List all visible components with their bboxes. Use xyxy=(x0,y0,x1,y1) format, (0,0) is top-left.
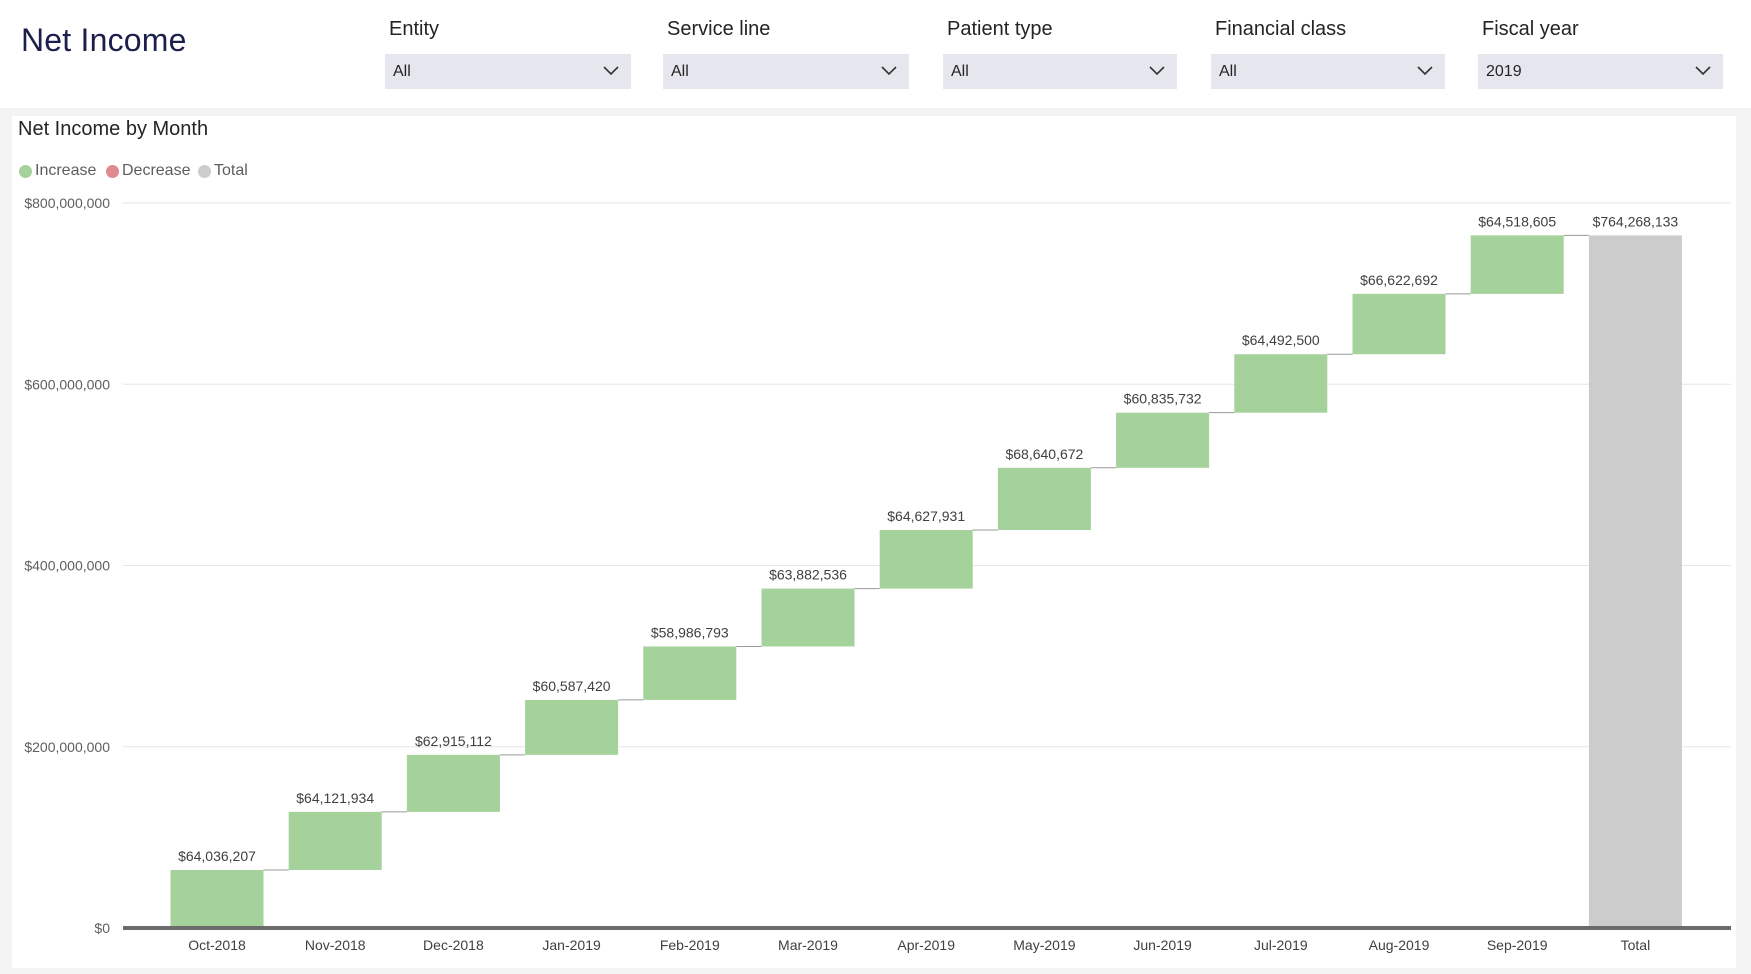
service-line-dropdown[interactable]: All xyxy=(663,54,909,89)
x-tick-label: Jan-2019 xyxy=(542,937,601,953)
y-tick-label: $800,000,000 xyxy=(24,195,110,211)
patient-type-dropdown-value: All xyxy=(951,63,969,80)
fiscal-year-dropdown[interactable]: 2019 xyxy=(1478,54,1723,89)
x-tick-label: Oct-2018 xyxy=(188,937,246,953)
chevron-down-icon xyxy=(1149,66,1165,76)
legend-label-total: Total xyxy=(214,162,248,179)
chevron-down-icon xyxy=(881,66,897,76)
legend-marker-decrease xyxy=(106,165,119,178)
page-title: Net Income xyxy=(21,22,187,58)
data-label: $60,587,420 xyxy=(533,678,611,694)
chart-title: Net Income by Month xyxy=(18,118,209,140)
filter-label-entity: Entity xyxy=(389,18,440,40)
waterfall-bar-sep-2019 xyxy=(1470,235,1564,294)
financial-class-dropdown-value: All xyxy=(1219,63,1237,80)
waterfall-bar-total xyxy=(1588,235,1682,928)
waterfall-bar-apr-2019 xyxy=(879,530,973,589)
y-tick-label: $400,000,000 xyxy=(24,558,110,574)
data-label: $64,036,207 xyxy=(178,848,256,864)
chevron-down-icon xyxy=(1695,66,1711,76)
entity-dropdown-value: All xyxy=(393,63,411,80)
legend-marker-total xyxy=(198,165,211,178)
x-tick-label: Dec-2018 xyxy=(423,937,484,953)
x-tick-label: Feb-2019 xyxy=(660,937,720,953)
service-line-dropdown-value: All xyxy=(671,63,689,80)
data-label: $64,627,931 xyxy=(887,508,965,524)
data-label: $64,518,605 xyxy=(1478,213,1556,229)
waterfall-bar-nov-2018 xyxy=(288,811,382,870)
filter-label-service-line: Service line xyxy=(667,18,771,40)
waterfall-bar-jan-2019 xyxy=(525,699,619,755)
data-label: $64,492,500 xyxy=(1242,332,1320,348)
data-label: $66,622,692 xyxy=(1360,272,1438,288)
legend-label-decrease: Decrease xyxy=(122,162,191,179)
x-tick-label: Mar-2019 xyxy=(778,937,838,953)
data-label: $764,268,133 xyxy=(1593,213,1679,229)
data-label: $58,986,793 xyxy=(651,624,729,640)
header-bar: Net Income Entity All Service line All P… xyxy=(0,0,1751,108)
legend-label-increase: Increase xyxy=(35,162,97,179)
x-tick-label: May-2019 xyxy=(1013,937,1075,953)
filter-label-fiscal-year: Fiscal year xyxy=(1482,18,1579,40)
entity-dropdown[interactable]: All xyxy=(385,54,631,89)
chevron-down-icon xyxy=(1417,66,1433,76)
x-tick-label: Jul-2019 xyxy=(1254,937,1308,953)
waterfall-bar-aug-2019 xyxy=(1352,293,1446,355)
y-tick-label: $0 xyxy=(94,920,110,936)
y-tick-label: $600,000,000 xyxy=(24,376,110,392)
waterfall-bar-feb-2019 xyxy=(643,646,737,700)
x-tick-label: Apr-2019 xyxy=(897,937,955,953)
chevron-down-icon xyxy=(603,66,619,76)
waterfall-bar-oct-2018 xyxy=(170,869,264,928)
data-label: $62,915,112 xyxy=(415,733,492,749)
data-label: $68,640,672 xyxy=(1005,446,1083,462)
y-tick-label: $200,000,000 xyxy=(24,739,110,755)
x-tick-label: Jun-2019 xyxy=(1133,937,1192,953)
filter-label-patient-type: Patient type xyxy=(947,18,1053,40)
waterfall-bar-dec-2018 xyxy=(406,754,500,812)
waterfall-bar-jun-2019 xyxy=(1116,412,1210,468)
data-label: $64,121,934 xyxy=(296,790,374,806)
patient-type-dropdown[interactable]: All xyxy=(943,54,1177,89)
data-label: $63,882,536 xyxy=(769,567,847,583)
waterfall-bar-jul-2019 xyxy=(1234,354,1328,413)
financial-class-dropdown[interactable]: All xyxy=(1211,54,1445,89)
legend-marker-increase xyxy=(19,165,32,178)
x-tick-label: Nov-2018 xyxy=(305,937,366,953)
fiscal-year-dropdown-value: 2019 xyxy=(1486,63,1522,80)
x-tick-label: Total xyxy=(1621,937,1651,953)
x-tick-label: Aug-2019 xyxy=(1369,937,1430,953)
waterfall-bar-mar-2019 xyxy=(761,588,855,647)
filter-label-financial-class: Financial class xyxy=(1215,18,1347,40)
x-tick-label: Sep-2019 xyxy=(1487,937,1548,953)
waterfall-bar-may-2019 xyxy=(997,467,1091,531)
data-label: $60,835,732 xyxy=(1124,391,1202,407)
